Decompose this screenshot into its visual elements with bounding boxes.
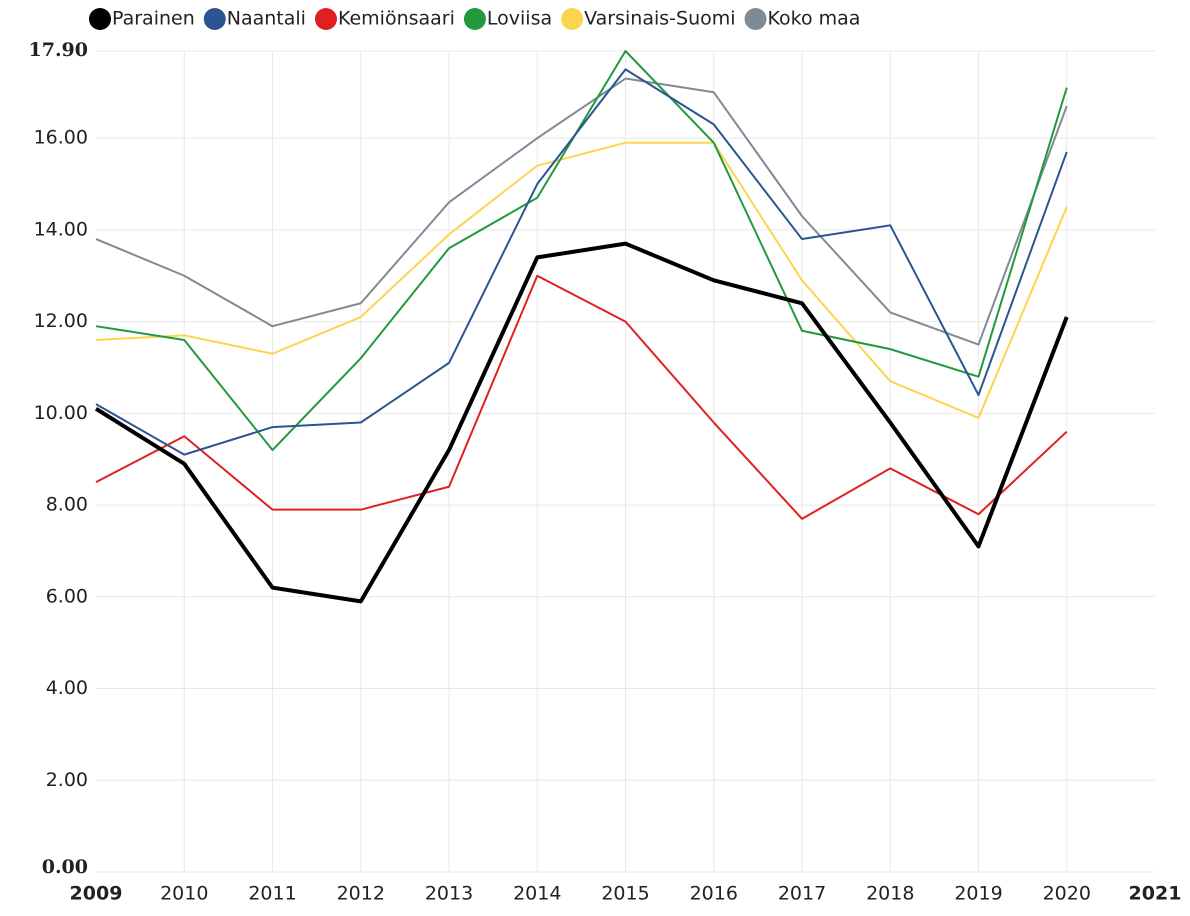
x-tick-label: 2013: [425, 883, 473, 905]
legend-label: Kemiönsaari: [338, 8, 455, 30]
legend-marker: [203, 8, 226, 30]
y-tick-label: 2.00: [46, 769, 88, 791]
y-tick-label: 0.00: [42, 856, 88, 878]
x-tick-label: 2017: [778, 883, 826, 905]
x-tick-label: 2019: [954, 883, 1002, 905]
legend-label: Koko maa: [768, 8, 861, 30]
series-line: [95, 274, 1068, 520]
y-tick-label: 10.00: [34, 402, 88, 424]
x-tick-label: 2020: [1043, 883, 1091, 905]
y-tick-label: 17.90: [29, 39, 89, 61]
y-tick-label: 4.00: [46, 677, 88, 699]
x-tick-label: 2016: [690, 883, 738, 905]
legend-marker: [744, 8, 767, 30]
legend-marker: [314, 8, 337, 30]
y-tick-label: 8.00: [46, 494, 88, 516]
y-tick-label: 16.00: [34, 127, 88, 149]
legend-marker: [463, 8, 486, 30]
legend-label: Loviisa: [487, 8, 552, 30]
x-tick-label: 2011: [248, 883, 296, 905]
x-tick-label: 2009: [70, 883, 123, 905]
y-tick-label: 6.00: [46, 585, 88, 607]
y-tick-label: 14.00: [34, 218, 88, 240]
legend-label: Parainen: [112, 8, 195, 30]
legend-label: Varsinais-Suomi: [584, 8, 735, 30]
y-tick-label: 12.00: [34, 310, 88, 332]
series-line: [94, 241, 1069, 604]
x-tick-label: 2014: [513, 883, 561, 905]
x-tick-label: 2012: [337, 883, 385, 905]
legend-marker: [561, 8, 584, 30]
series-line: [95, 68, 1068, 456]
x-tick-label: 2015: [601, 883, 649, 905]
x-tick-label: 2018: [866, 883, 914, 905]
series-line: [95, 141, 1068, 419]
x-tick-label: 2021: [1129, 883, 1182, 905]
legend-marker: [89, 8, 111, 30]
x-tick-label: 2010: [160, 883, 208, 905]
legend-label: Naantali: [227, 8, 306, 30]
series-line: [95, 77, 1068, 346]
